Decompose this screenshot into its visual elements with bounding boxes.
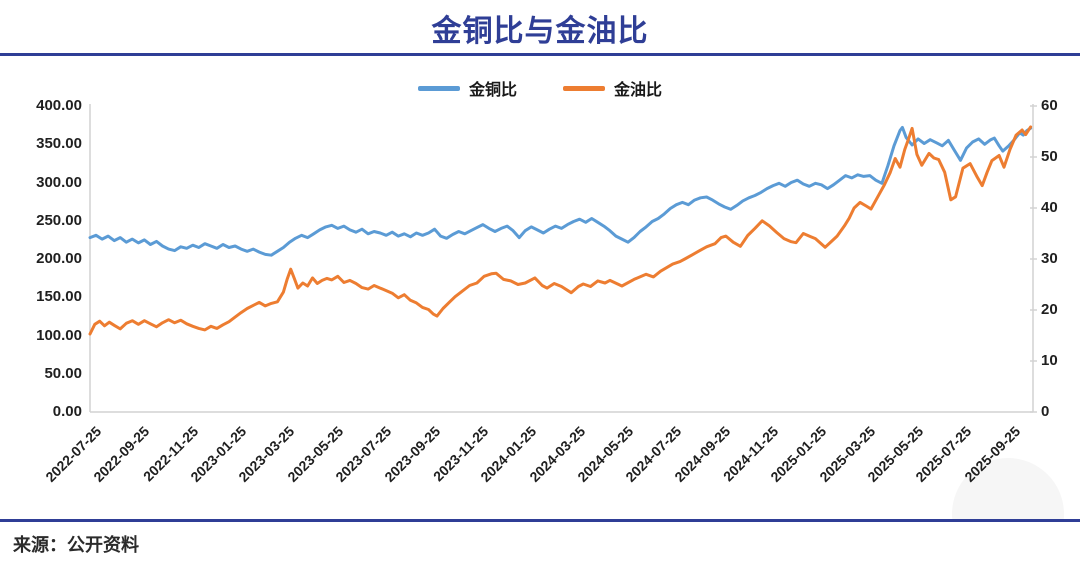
- series-line-gold-copper: [88, 125, 1033, 257]
- y-axis-left-label: 250.00: [36, 211, 82, 229]
- y-axis-left-label: 300.00: [36, 173, 82, 191]
- source-text: 来源：公开资料: [13, 535, 139, 555]
- y-axis-left-label: 100.00: [36, 326, 82, 344]
- y-axis-right-label: 30: [1041, 250, 1058, 267]
- gold-oil-line-swatch: [563, 85, 605, 91]
- y-axis-left-label: 400.00: [36, 97, 82, 114]
- page-title: 金铜比与金油比: [431, 15, 649, 48]
- y-axis-right-label: 0: [1041, 403, 1050, 420]
- legend-label: 金油比: [614, 82, 663, 99]
- y-axis-left-label: 200.00: [36, 250, 82, 267]
- legend-item-gold-oil: 金油比: [563, 76, 662, 100]
- y-axis-left-label: 50.00: [44, 364, 82, 382]
- y-axis-right-label: 40: [1041, 199, 1058, 216]
- y-axis-left-label: 150.00: [36, 288, 82, 306]
- y-axis-right-label: 20: [1041, 301, 1058, 318]
- legend-item-gold-copper: 金铜比: [417, 76, 517, 100]
- gold-copper-line-swatch: [417, 85, 460, 91]
- y-axis-right-label: 60: [1041, 97, 1058, 114]
- y-axis-right-label: 10: [1041, 352, 1058, 369]
- footer-divider-line: [0, 519, 1080, 522]
- watermark-clip: [930, 440, 1080, 519]
- y-axis-right-label: 50: [1041, 148, 1058, 165]
- legend-label: 金铜比: [468, 82, 517, 99]
- chart-legend: 金铜比 金油比: [0, 76, 1080, 100]
- title-divider-line: [0, 53, 1080, 56]
- y-axis-left-label: 0.00: [52, 403, 82, 420]
- series-line-gold-oil: [88, 125, 1033, 336]
- y-axis-left-label: 350.00: [36, 135, 82, 153]
